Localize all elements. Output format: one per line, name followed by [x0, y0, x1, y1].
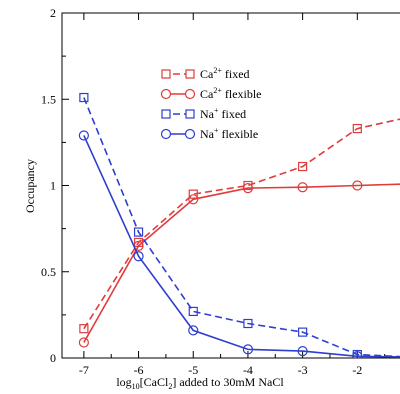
data-point	[297, 346, 308, 357]
series-line	[83, 118, 400, 330]
y-tick-label: 2	[50, 6, 56, 20]
legend-label: Na+ flexible	[200, 126, 258, 141]
y-tick-label: 0.5	[41, 265, 56, 279]
series-0	[79, 118, 400, 334]
series-line	[83, 183, 400, 343]
legend-marker	[184, 128, 196, 140]
series-line	[83, 97, 400, 358]
data-point	[79, 324, 89, 334]
y-tick-label: 0	[50, 351, 56, 365]
legend-marker	[161, 69, 171, 79]
legend-label: Ca2+ fixed	[200, 66, 250, 81]
data-point	[79, 92, 89, 103]
data-point	[352, 123, 362, 134]
series-line	[83, 135, 400, 358]
legend-entry: Ca2+ flexible	[160, 86, 262, 101]
data-point	[352, 351, 363, 358]
x-tick-label: -7	[79, 363, 89, 377]
x-tick-label: -2	[352, 363, 362, 377]
x-tick-label: -6	[134, 363, 144, 377]
legend-marker	[160, 128, 172, 140]
legend-marker	[161, 109, 171, 119]
x-tick-label: -5	[188, 363, 198, 377]
data-point	[243, 318, 253, 329]
y-axis-label: Occupancy	[23, 159, 37, 213]
legend: Ca2+ fixed Ca2+ flexible Na+ fixed Na+ flex…	[160, 66, 262, 141]
data-point	[242, 182, 254, 194]
legend-label: Ca2+ flexible	[200, 86, 262, 101]
legend-entry: Ca2+ fixed	[161, 66, 250, 81]
data-point	[78, 337, 89, 348]
data-point	[188, 306, 198, 317]
legend-marker	[185, 109, 195, 119]
y-tick-label: 1	[50, 179, 56, 193]
data-point	[133, 227, 144, 237]
data-point	[298, 327, 308, 337]
legend-marker	[184, 88, 196, 100]
x-axis-label: log10[CaCl2] added to 30mM NaCl	[116, 375, 284, 391]
data-point	[188, 194, 199, 205]
legend-entry: Na+ fixed	[161, 106, 246, 121]
data-point	[242, 344, 254, 355]
y-tick-label: 1.5	[41, 92, 56, 106]
data-point	[188, 189, 198, 199]
series-3	[78, 130, 400, 358]
data-point	[352, 180, 363, 191]
data-point	[297, 182, 308, 193]
series-1	[78, 180, 400, 348]
data-point	[188, 325, 199, 336]
legend-entry: Na+ flexible	[160, 126, 258, 141]
legend-marker	[160, 88, 172, 100]
legend-label: Na+ fixed	[200, 106, 246, 121]
data-point	[133, 251, 144, 262]
x-tick-label: -3	[298, 363, 308, 377]
data-point	[298, 161, 308, 172]
legend-marker	[185, 69, 195, 79]
data-point	[78, 130, 89, 141]
x-tick-label: -4	[243, 363, 253, 377]
